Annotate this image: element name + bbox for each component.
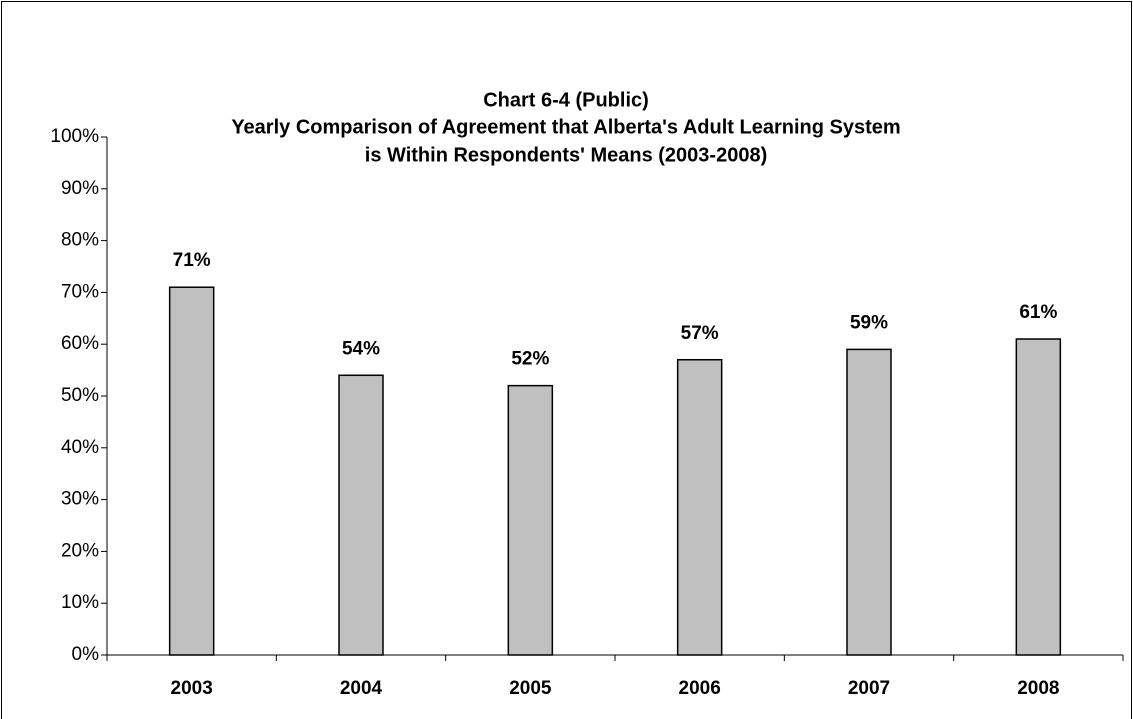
value-label: 57% xyxy=(681,323,719,344)
value-label: 59% xyxy=(850,312,888,333)
y-tick-label: 30% xyxy=(61,489,99,510)
bar xyxy=(338,374,384,656)
y-tick-label: 80% xyxy=(61,230,99,251)
value-label: 54% xyxy=(342,338,380,359)
x-tick-label: 2005 xyxy=(509,678,552,699)
y-tick-label: 0% xyxy=(72,644,100,665)
y-tick-label: 100% xyxy=(50,126,99,147)
y-tick-label: 70% xyxy=(61,281,99,302)
y-tick-label: 50% xyxy=(61,385,99,406)
y-tick-label: 60% xyxy=(61,333,99,354)
bar xyxy=(507,384,554,656)
chart-title: Yearly Comparison of Agreement that Albe… xyxy=(231,116,900,138)
y-tick-label: 90% xyxy=(61,178,99,199)
chart-title: Chart 6-4 (Public) xyxy=(483,89,649,111)
bar xyxy=(676,358,723,656)
bar xyxy=(168,286,215,656)
bar xyxy=(846,348,892,656)
x-tick-label: 2006 xyxy=(679,678,721,699)
x-tick-label: 2004 xyxy=(340,678,383,699)
x-tick-label: 2007 xyxy=(848,678,890,699)
value-label: 61% xyxy=(1019,302,1057,323)
bar xyxy=(1015,338,1062,656)
y-tick-label: 20% xyxy=(61,540,99,561)
value-label: 71% xyxy=(173,250,211,271)
x-tick-label: 2003 xyxy=(171,678,213,699)
chart-title: is Within Respondents' Means (2003-2008) xyxy=(365,144,767,166)
value-label: 52% xyxy=(511,349,549,370)
x-tick-label: 2008 xyxy=(1017,678,1059,699)
y-tick-label: 40% xyxy=(61,437,99,458)
y-tick-label: 10% xyxy=(61,592,99,613)
